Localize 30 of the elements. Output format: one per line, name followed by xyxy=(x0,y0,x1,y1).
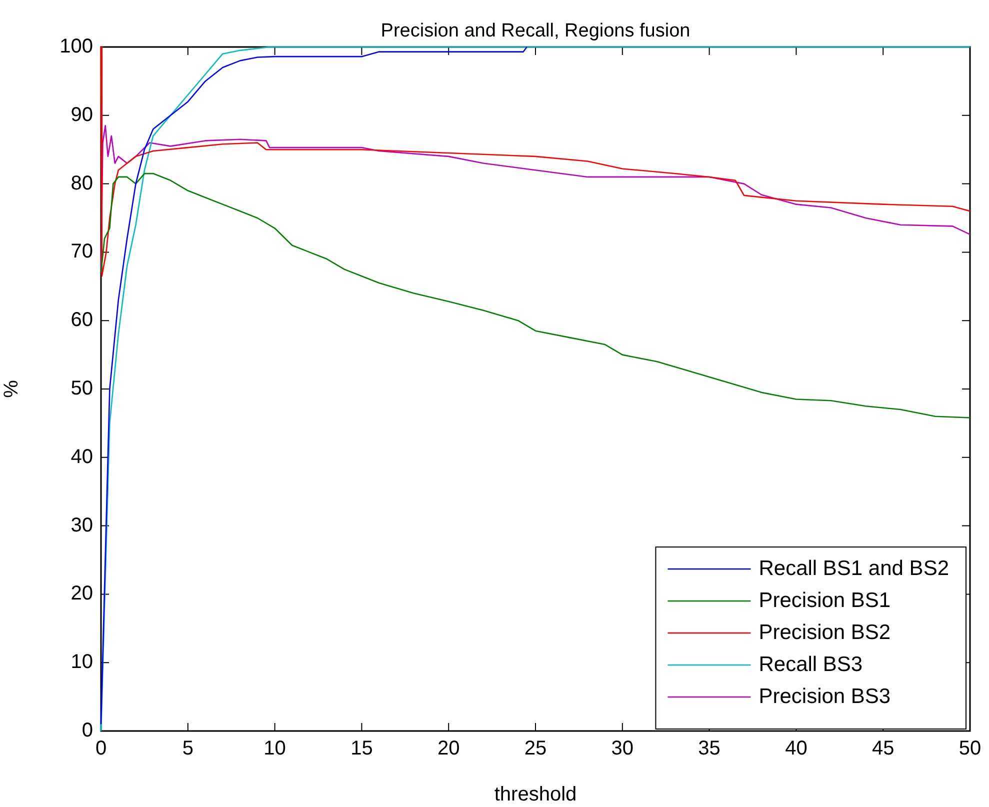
x-tick-label: 5 xyxy=(182,738,194,760)
y-tick-label: 100 xyxy=(60,36,93,58)
legend-label: Precision BS2 xyxy=(758,620,891,644)
y-tick-label: 30 xyxy=(70,514,93,536)
legend-label: Precision BS1 xyxy=(758,588,891,612)
y-tick-label: 40 xyxy=(70,446,93,468)
x-tick-label: 40 xyxy=(785,738,808,760)
x-tick-label: 15 xyxy=(350,738,373,760)
y-tick-label: 80 xyxy=(70,172,93,194)
x-tick-label: 20 xyxy=(437,738,460,760)
y-tick-label: 0 xyxy=(82,720,93,742)
chart-title: Precision and Recall, Regions fusion xyxy=(380,20,690,42)
y-tick-label: 10 xyxy=(70,651,93,674)
legend-label: Recall BS3 xyxy=(758,652,863,676)
y-tick-label: 70 xyxy=(70,240,93,263)
x-tick-label: 0 xyxy=(95,738,107,760)
x-axis-title: threshold xyxy=(494,784,577,806)
legend-label: Recall BS1 and BS2 xyxy=(758,556,950,580)
x-tick-label: 25 xyxy=(524,738,547,760)
y-tick-label: 50 xyxy=(70,378,93,400)
y-tick-label: 90 xyxy=(70,104,93,126)
x-tick-label: 10 xyxy=(264,738,286,760)
y-tick-label: 60 xyxy=(70,309,93,332)
x-tick-label: 30 xyxy=(611,738,634,760)
x-tick-label: 35 xyxy=(698,738,720,760)
legend-label: Precision BS3 xyxy=(758,684,891,708)
y-axis-title: % xyxy=(0,380,23,398)
y-tick-label: 20 xyxy=(70,582,93,605)
x-tick-label: 50 xyxy=(958,738,982,760)
x-tick-label: 45 xyxy=(872,738,894,760)
